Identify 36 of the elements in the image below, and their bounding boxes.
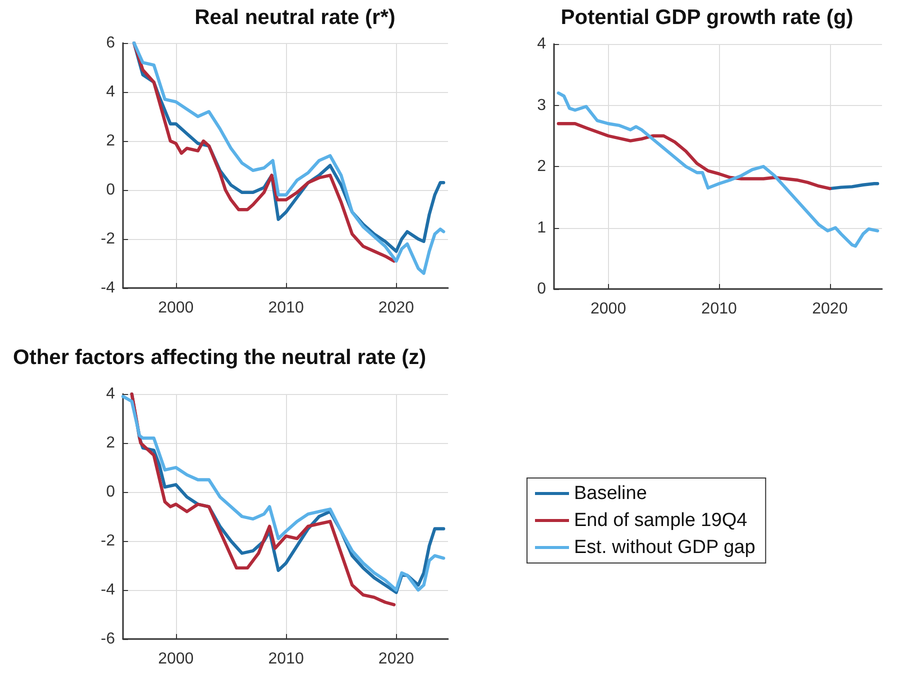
line-series: [132, 41, 396, 263]
legend-label: Est. without GDP gap: [574, 537, 756, 558]
y-tick-label: 1: [537, 219, 546, 236]
y-tick-label: -6: [100, 630, 116, 648]
x-tick-label: 2010: [268, 300, 304, 316]
y-tick-label: 3: [537, 96, 546, 114]
line-series: [556, 91, 880, 248]
y-tick-label: 4: [537, 36, 546, 52]
y-tick-label: 0: [106, 484, 116, 500]
legend-label: Baseline: [574, 483, 647, 504]
x-tick-label: 2020: [812, 300, 848, 318]
x-tick-label: 2010: [701, 300, 738, 318]
y-tick-label: 2: [106, 434, 116, 452]
chart-title: Real neutral rate (r*): [194, 6, 396, 29]
y-tick-label: 6: [106, 34, 116, 52]
x-tick-label: 2010: [268, 650, 304, 668]
chart-title: Other factors affecting the neutral rate (z): [13, 346, 426, 369]
y-tick-label: -2: [100, 230, 116, 248]
x-tick-label: 2000: [158, 300, 194, 316]
y-tick-label: 2: [106, 132, 116, 150]
line-series: [130, 392, 396, 606]
line-series: [556, 122, 832, 190]
x-tick-label: 2000: [590, 300, 626, 318]
chart-title: Potential GDP growth rate (g): [560, 6, 854, 29]
legend-label: End of sample 19Q4: [574, 510, 748, 531]
y-tick-label: -2: [100, 532, 116, 550]
y-tick-label: 0: [106, 182, 116, 198]
y-tick-label: 4: [106, 84, 116, 100]
y-tick-label: 2: [537, 158, 546, 175]
x-tick-label: 2020: [378, 650, 414, 668]
y-tick-label: 4: [106, 386, 116, 402]
y-tick-label: -4: [100, 582, 116, 598]
y-tick-label: 0: [537, 280, 546, 298]
x-tick-label: 2000: [158, 650, 194, 668]
y-tick-label: -4: [100, 280, 116, 296]
x-tick-label: 2020: [378, 300, 414, 316]
